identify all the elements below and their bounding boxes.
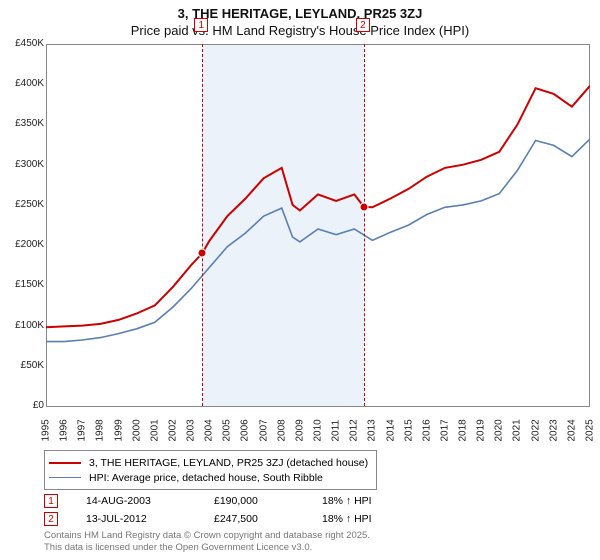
footer-line-1: Contains HM Land Registry data © Crown c… bbox=[44, 530, 370, 542]
legend-label: 3, THE HERITAGE, LEYLAND, PR25 3ZJ (deta… bbox=[89, 457, 368, 469]
transaction-date: 14-AUG-2003 bbox=[86, 495, 186, 507]
transaction-price: £247,500 bbox=[214, 513, 294, 525]
x-tick-label: 2000 bbox=[131, 414, 142, 442]
series-line bbox=[46, 86, 590, 327]
y-tick-label: £450K bbox=[0, 38, 44, 49]
y-tick-label: £100K bbox=[0, 320, 44, 331]
x-tick-label: 2018 bbox=[458, 414, 469, 442]
legend-swatch bbox=[49, 462, 81, 464]
chart-container: 3, THE HERITAGE, LEYLAND, PR25 3ZJ Price… bbox=[0, 0, 600, 560]
marker-vline bbox=[202, 44, 203, 406]
x-tick-label: 1997 bbox=[77, 414, 88, 442]
x-tick-label: 2002 bbox=[167, 414, 178, 442]
x-tick-label: 2015 bbox=[403, 414, 414, 442]
x-tick-label: 2024 bbox=[566, 414, 577, 442]
x-tick-label: 1998 bbox=[95, 414, 106, 442]
x-tick-label: 2009 bbox=[294, 414, 305, 442]
marker-vline bbox=[364, 44, 365, 406]
x-tick-label: 1999 bbox=[113, 414, 124, 442]
x-tick-label: 1996 bbox=[59, 414, 70, 442]
x-tick-label: 2006 bbox=[240, 414, 251, 442]
transaction-marker: 2 bbox=[44, 512, 58, 526]
x-tick-label: 2023 bbox=[548, 414, 559, 442]
y-tick-label: £200K bbox=[0, 239, 44, 250]
transaction-delta: 18% ↑ HPI bbox=[322, 495, 372, 507]
x-tick-label: 2008 bbox=[276, 414, 287, 442]
y-tick-label: £0 bbox=[0, 400, 44, 411]
x-tick-label: 2003 bbox=[186, 414, 197, 442]
chart-title-line2: Price paid vs. HM Land Registry's House … bbox=[0, 21, 600, 38]
y-tick-label: £150K bbox=[0, 279, 44, 290]
line-chart-svg bbox=[46, 44, 590, 406]
attribution-footer: Contains HM Land Registry data © Crown c… bbox=[44, 530, 370, 554]
x-tick-label: 2019 bbox=[476, 414, 487, 442]
transaction-row: 1 14-AUG-2003 £190,000 18% ↑ HPI bbox=[44, 492, 372, 510]
transaction-delta: 18% ↑ HPI bbox=[322, 513, 372, 525]
transaction-price: £190,000 bbox=[214, 495, 294, 507]
transaction-row: 2 13-JUL-2012 £247,500 18% ↑ HPI bbox=[44, 510, 372, 528]
x-tick-label: 2020 bbox=[494, 414, 505, 442]
x-tick-label: 2021 bbox=[512, 414, 523, 442]
y-tick-label: £50K bbox=[0, 360, 44, 371]
transactions-table: 1 14-AUG-2003 £190,000 18% ↑ HPI 2 13-JUL-201… bbox=[44, 492, 372, 528]
x-tick-label: 2007 bbox=[258, 414, 269, 442]
legend-item: HPI: Average price, detached house, Sout… bbox=[49, 470, 368, 485]
chart-title-line1: 3, THE HERITAGE, LEYLAND, PR25 3ZJ bbox=[0, 0, 600, 21]
x-tick-label: 2013 bbox=[367, 414, 378, 442]
y-tick-label: £350K bbox=[0, 118, 44, 129]
legend-item: 3, THE HERITAGE, LEYLAND, PR25 3ZJ (deta… bbox=[49, 455, 368, 470]
x-tick-label: 2016 bbox=[421, 414, 432, 442]
marker-dot bbox=[359, 202, 368, 211]
series-line bbox=[46, 139, 590, 342]
x-tick-label: 2005 bbox=[222, 414, 233, 442]
transaction-date: 13-JUL-2012 bbox=[86, 513, 186, 525]
x-tick-label: 2004 bbox=[204, 414, 215, 442]
y-tick-label: £250K bbox=[0, 199, 44, 210]
x-tick-label: 2011 bbox=[331, 414, 342, 442]
x-tick-label: 1995 bbox=[41, 414, 52, 442]
legend-label: HPI: Average price, detached house, Sout… bbox=[89, 472, 323, 484]
x-tick-label: 2010 bbox=[313, 414, 324, 442]
y-tick-label: £400K bbox=[0, 78, 44, 89]
x-tick-label: 2017 bbox=[439, 414, 450, 442]
x-tick-label: 2025 bbox=[585, 414, 596, 442]
x-tick-label: 2022 bbox=[530, 414, 541, 442]
plot-area: 12 bbox=[46, 44, 590, 406]
y-tick-label: £300K bbox=[0, 159, 44, 170]
legend-swatch bbox=[49, 477, 81, 479]
marker-label-box: 2 bbox=[356, 18, 370, 32]
x-tick-label: 2001 bbox=[149, 414, 160, 442]
marker-label-box: 1 bbox=[194, 18, 208, 32]
legend: 3, THE HERITAGE, LEYLAND, PR25 3ZJ (deta… bbox=[44, 450, 377, 490]
x-tick-label: 2014 bbox=[385, 414, 396, 442]
x-tick-label: 2012 bbox=[349, 414, 360, 442]
footer-line-2: This data is licensed under the Open Gov… bbox=[44, 542, 370, 554]
marker-dot bbox=[198, 249, 207, 258]
transaction-marker: 1 bbox=[44, 494, 58, 508]
